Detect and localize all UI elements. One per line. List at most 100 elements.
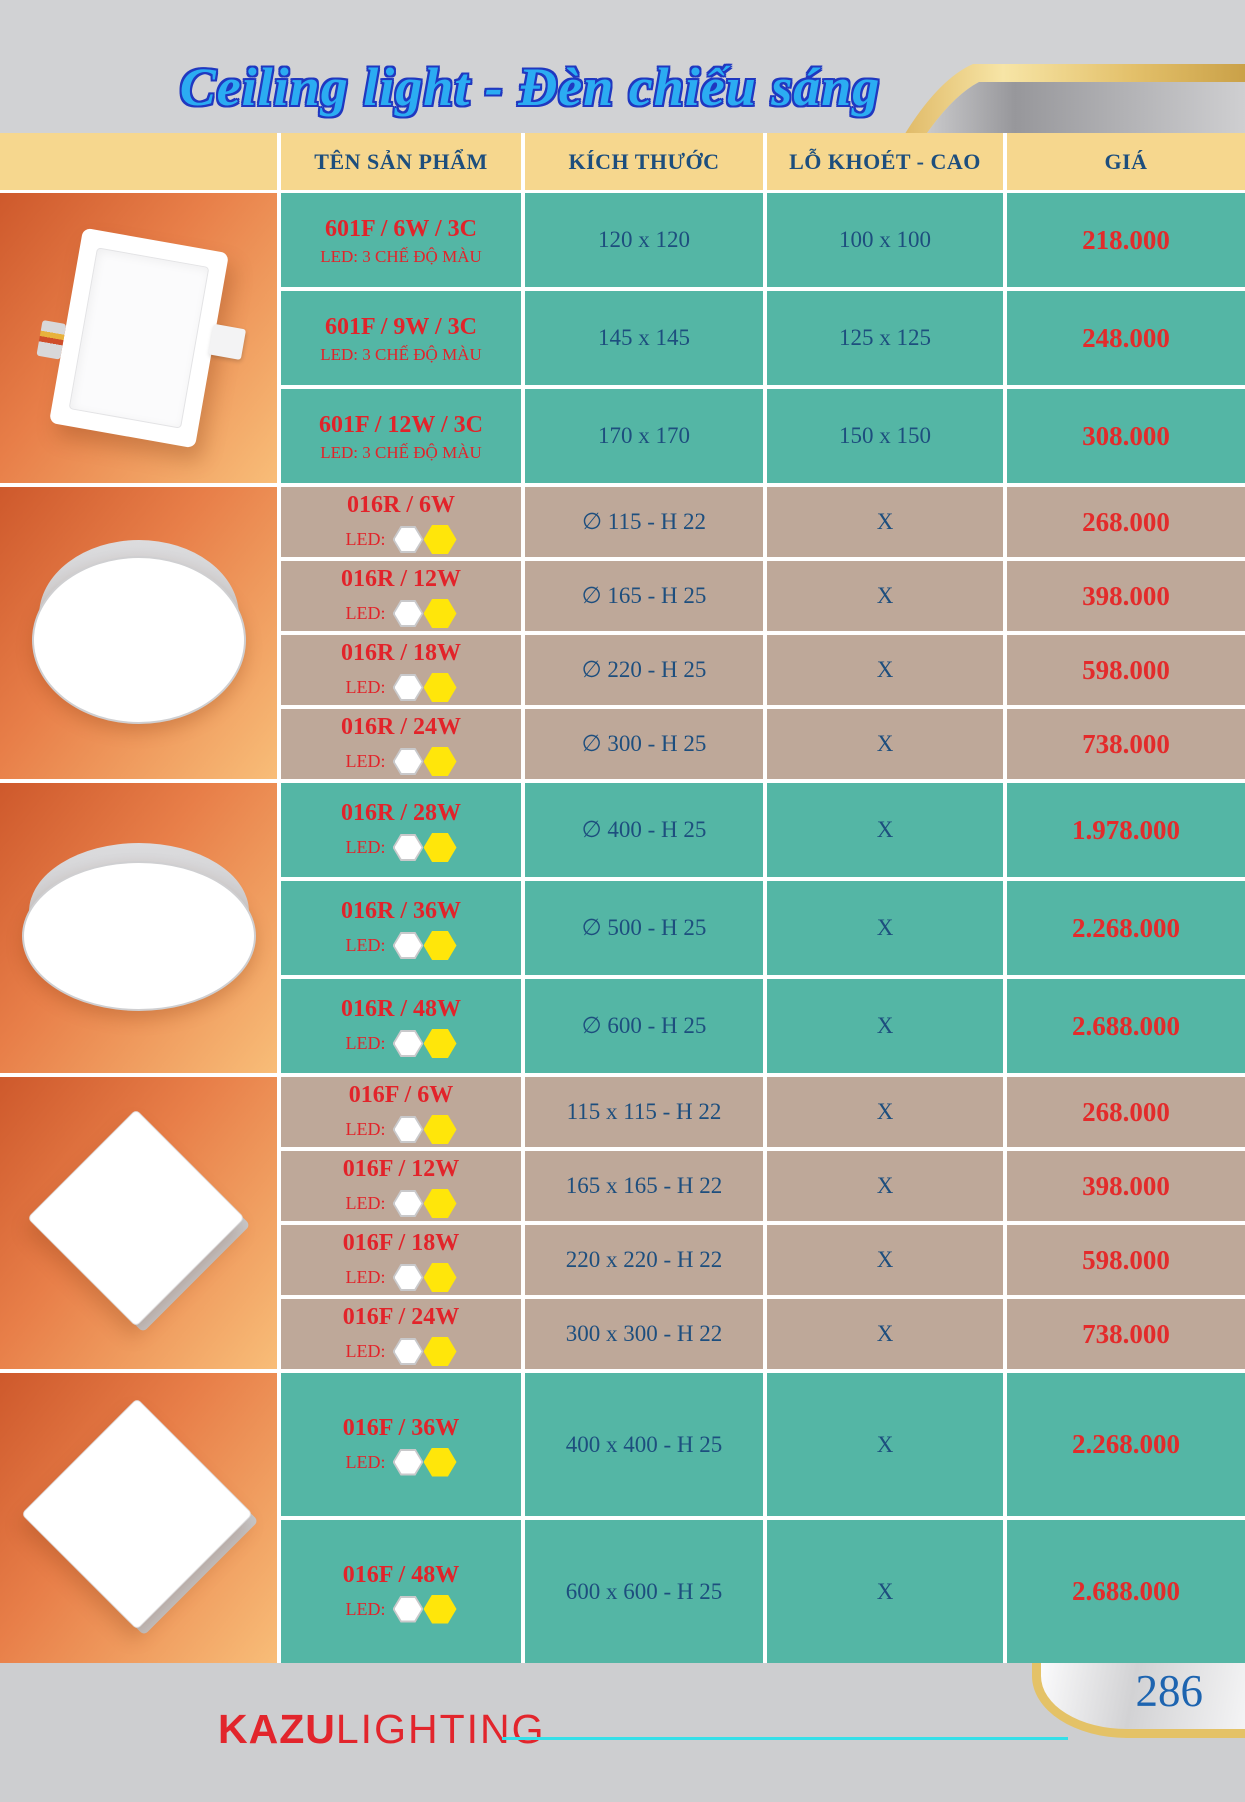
led-label: LED: — [345, 1267, 386, 1287]
product-name: 601F / 12W / 3C — [318, 411, 483, 438]
product-name-cell: 016R / 6W LED: — [281, 487, 521, 557]
product-photo-round-surface-light-large — [0, 783, 277, 1073]
size-value: ∅ 115 - H 22 — [582, 509, 706, 534]
cutout-value: X — [876, 1578, 894, 1604]
led-yellow-hexagon-icon — [423, 1115, 457, 1144]
header-cell-price: GIÁ — [1007, 133, 1245, 190]
product-group-016f-large: 016F / 36W LED: 400 x 400 - H 25 X 2.268… — [0, 1373, 1245, 1663]
round-lamp-photo-shape — [31, 540, 246, 726]
led-indicator: LED: — [346, 1263, 457, 1292]
header-cell-empty — [0, 133, 277, 190]
cutout-value: X — [876, 1431, 894, 1457]
led-white-hexagon-icon — [392, 1116, 424, 1143]
product-name: 601F / 9W / 3C — [324, 313, 477, 340]
led-white-hexagon-icon — [392, 1264, 424, 1291]
cutout-value: X — [876, 731, 894, 756]
price-value: 598.000 — [1082, 1244, 1170, 1275]
led-label: LED: — [345, 837, 386, 857]
led-yellow-hexagon-icon — [423, 525, 457, 554]
led-white-hexagon-icon — [392, 674, 424, 701]
led-yellow-hexagon-icon — [423, 1337, 457, 1366]
product-group-016r-small: 016R / 6W LED: ∅ 115 - H 22 X 268.000 01… — [0, 487, 1245, 779]
led-label: LED: — [345, 1341, 386, 1361]
square-lamp-photo-shape — [19, 1103, 259, 1343]
header-cell-product-name: TÊN SẢN PHẨM — [281, 133, 521, 190]
product-name: 016R / 28W — [341, 800, 461, 826]
page-number: 286 — [1135, 1666, 1204, 1716]
led-indicator: LED: — [346, 673, 457, 702]
cutout-value: 150 x 150 — [839, 423, 931, 448]
brand-kazu: KAZU — [218, 1706, 336, 1752]
cutout-value: X — [876, 1173, 894, 1198]
product-name-cell: 016F / 18W LED: — [281, 1225, 521, 1295]
led-indicator: LED: — [346, 747, 457, 776]
header-cell-size: KÍCH THƯỚC — [525, 133, 763, 190]
square-lamp-photo-shape — [19, 1398, 259, 1638]
size-value: ∅ 400 - H 25 — [581, 817, 707, 842]
led-white-hexagon-icon — [392, 748, 424, 775]
product-photo-square-recessed-panel — [0, 193, 277, 483]
size-value: 115 x 115 - H 22 — [566, 1099, 722, 1124]
product-name-cell: 016R / 12W LED: — [281, 561, 521, 631]
led-yellow-hexagon-icon — [423, 1594, 457, 1624]
page-number-badge: 286 — [1032, 1663, 1245, 1738]
product-name-cell: 016F / 48W LED: — [281, 1520, 521, 1663]
table-header-row: TÊN SẢN PHẨM KÍCH THƯỚC LỖ KHOÉT - CAO G… — [0, 133, 1245, 190]
led-yellow-hexagon-icon — [423, 1447, 457, 1477]
product-name-cell: 016R / 28W LED: — [281, 783, 521, 877]
size-value: 220 x 220 - H 22 — [565, 1247, 723, 1272]
page-footer: KAZULIGHTING 286 — [0, 1663, 1245, 1802]
led-indicator: LED: — [346, 525, 457, 554]
led-yellow-hexagon-icon — [423, 1189, 457, 1218]
led-yellow-hexagon-icon — [423, 747, 457, 776]
size-value: 165 x 165 - H 22 — [565, 1173, 723, 1198]
led-yellow-hexagon-icon — [423, 1263, 457, 1292]
product-name: 601F / 6W / 3C — [324, 215, 477, 242]
product-name: 016R / 48W — [341, 996, 461, 1022]
led-label: LED: — [345, 1451, 386, 1472]
price-value: 248.000 — [1082, 322, 1170, 353]
led-label: LED: — [345, 677, 386, 697]
size-value: ∅ 500 - H 25 — [581, 915, 707, 940]
product-photo-square-surface-light — [0, 1077, 277, 1369]
price-value: 2.268.000 — [1072, 1429, 1180, 1459]
price-value: 398.000 — [1082, 580, 1170, 611]
led-yellow-hexagon-icon — [423, 833, 457, 862]
size-value: 145 x 145 — [598, 325, 690, 350]
led-note: LED: 3 CHẾ ĐỘ MÀU — [320, 246, 482, 266]
size-value: 120 x 120 — [598, 227, 690, 252]
product-group-016f-small: 016F / 6W LED: 115 x 115 - H 22 X 268.00… — [0, 1077, 1245, 1369]
led-indicator: LED: — [346, 1029, 457, 1058]
led-yellow-hexagon-icon — [423, 931, 457, 960]
price-value: 268.000 — [1082, 1096, 1170, 1127]
cutout-value: X — [876, 817, 894, 842]
product-name: 016R / 24W — [341, 714, 461, 740]
product-name: 016R / 12W — [341, 566, 461, 592]
size-value: 400 x 400 - H 25 — [565, 1431, 723, 1457]
product-photo-square-surface-light-large — [0, 1373, 277, 1663]
led-white-hexagon-icon — [392, 526, 424, 553]
square-panel-photo-shape — [35, 227, 246, 449]
led-white-hexagon-icon — [392, 834, 424, 861]
led-white-hexagon-icon — [392, 1595, 424, 1623]
product-name-cell: 016F / 24W LED: — [281, 1299, 521, 1369]
led-white-hexagon-icon — [392, 1030, 424, 1057]
product-group-016r-large: 016R / 28W LED: ∅ 400 - H 25 X 1.978.000… — [0, 783, 1245, 1073]
led-label: LED: — [345, 529, 386, 549]
led-indicator: LED: — [346, 599, 457, 628]
price-value: 2.688.000 — [1072, 1010, 1180, 1041]
cutout-value: X — [876, 1099, 894, 1124]
cutout-value: X — [876, 1247, 894, 1272]
product-name: 016F / 36W — [342, 1414, 460, 1441]
led-white-hexagon-icon — [392, 1448, 424, 1476]
brand-lighting: LIGHTING — [335, 1706, 546, 1752]
led-indicator: LED: — [345, 1447, 457, 1477]
led-label: LED: — [345, 1119, 386, 1139]
cutout-value: X — [876, 1321, 894, 1346]
led-white-hexagon-icon — [392, 600, 424, 627]
led-yellow-hexagon-icon — [423, 1029, 457, 1058]
cutout-value: X — [876, 1013, 894, 1038]
led-label: LED: — [345, 1033, 386, 1053]
price-value: 738.000 — [1082, 1318, 1170, 1349]
